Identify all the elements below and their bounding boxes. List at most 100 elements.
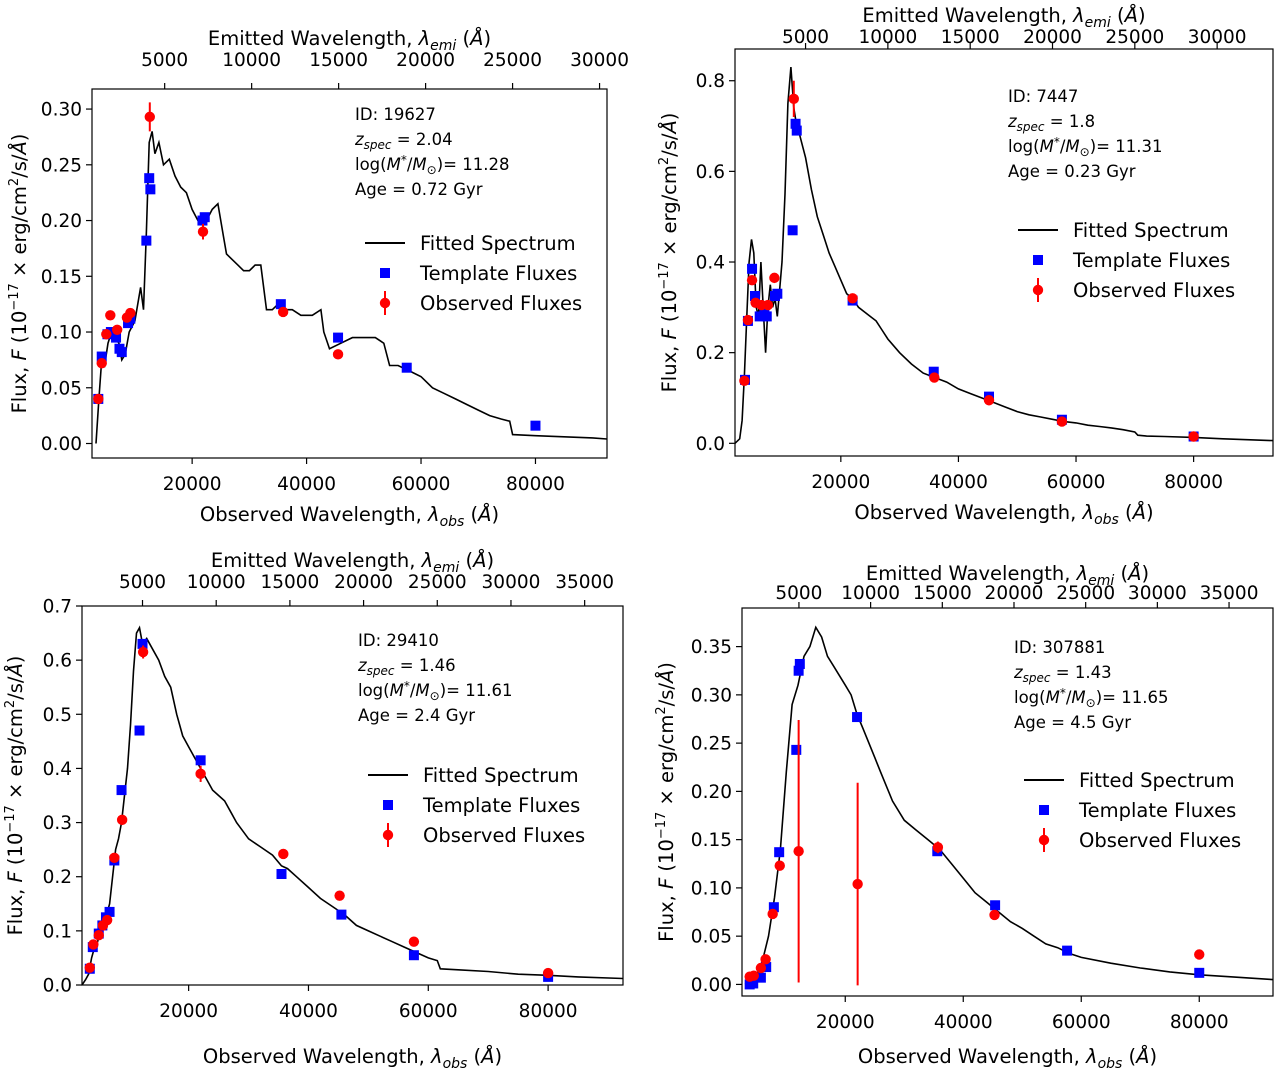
stellar-mass: log(M*/M⊙)= 11.31 (1008, 135, 1162, 159)
observed-flux-point (983, 395, 995, 406)
observed-flux-point (195, 768, 206, 780)
observed-flux-point (84, 962, 95, 973)
y-tick-label: 0.6 (43, 651, 72, 672)
observed-flux-point (277, 306, 289, 318)
legend-template-fluxes: Template Fluxes (1078, 799, 1236, 822)
x-tick-label: 40000 (929, 472, 988, 493)
top-x-tick-label: 5000 (141, 50, 188, 71)
template-flux-point (408, 950, 419, 961)
fitted-spectrum-line (744, 625, 1273, 986)
x-tick-label: 40000 (279, 1001, 338, 1022)
template-flux-point (134, 725, 145, 736)
legend-square-marker (1039, 805, 1049, 815)
observed-flux-point (101, 914, 113, 926)
age: Age = 0.72 Gyr (355, 180, 483, 199)
top-x-tick-label: 10000 (222, 50, 281, 71)
top-x-tick-label: 15000 (260, 572, 319, 593)
top-x-tick-label: 25000 (1105, 27, 1164, 48)
observed-flux-point (144, 111, 155, 123)
y-tick-label: 0.0 (43, 976, 72, 997)
template-flux-point (754, 311, 765, 322)
fitted-spectrum-line (82, 625, 623, 985)
template-flux-point (96, 351, 107, 362)
observed-flux-point (109, 852, 120, 863)
template-flux-point (145, 184, 156, 195)
top-x-tick-label: 15000 (309, 50, 368, 71)
observed-flux-point (746, 274, 758, 286)
galaxy-id: ID: 29410 (358, 631, 439, 650)
fitted-spectrum-line (95, 131, 607, 444)
y-tick-label: 0.30 (691, 685, 732, 706)
y-tick-label: 0.10 (691, 878, 732, 899)
template-flux-point (333, 332, 344, 343)
observed-flux-point (739, 375, 750, 386)
x-tick-label: 80000 (1170, 1012, 1229, 1033)
stellar-mass: log(M*/M⊙)= 11.65 (1014, 686, 1168, 710)
y-tick-label: 0.3 (43, 813, 72, 834)
chart-panel-3: 20000 40000 60000 80000 0.0 0.1 0.2 0.3 0.4 0.5 0.… (3, 549, 624, 1071)
top-x-tick-label: 10000 (858, 27, 917, 48)
template-flux-point (144, 173, 155, 184)
plot-frame (91, 88, 608, 459)
legend-fitted-spectrum: Fitted Spectrum (420, 232, 576, 255)
legend-observed-fluxes: Observed Fluxes (1073, 279, 1235, 302)
y-tick-label: 0.8 (696, 71, 725, 92)
template-flux-point (768, 902, 779, 913)
top-x-tick-label: 10000 (841, 583, 900, 604)
x-tick-label: 60000 (392, 474, 451, 495)
galaxy-id: ID: 7447 (1008, 87, 1078, 106)
template-flux-point (790, 118, 801, 129)
observed-flux-point (852, 878, 863, 890)
y-tick-label: 0.35 (691, 637, 732, 658)
observed-flux-point (755, 962, 767, 974)
top-x-tick-label: 15000 (941, 27, 1000, 48)
legend-template-fluxes: Template Fluxes (419, 262, 577, 285)
top-x-tick-label: 35000 (555, 572, 614, 593)
plot-frame (81, 605, 624, 986)
template-flux-point (772, 288, 783, 299)
legend-template-fluxes: Template Fluxes (1072, 249, 1230, 272)
galaxy-id: ID: 19627 (355, 105, 436, 124)
template-flux-point (276, 869, 287, 880)
y-tick-label: 0.20 (691, 782, 732, 803)
z-spec: zspec = 1.46 (357, 656, 456, 678)
top-x-tick-label: 25000 (483, 50, 542, 71)
y-axis-label: Flux, F (10−17 × erg/cm2/s/Å) (7, 134, 31, 414)
y-tick-label: 0.10 (41, 323, 82, 344)
legend-fitted-spectrum: Fitted Spectrum (423, 764, 579, 787)
plot-frame (741, 607, 1274, 997)
age: Age = 4.5 Gyr (1014, 713, 1131, 732)
template-flux-point (116, 347, 127, 358)
observed-flux-point (278, 848, 289, 860)
template-flux-point (990, 900, 1001, 911)
top-x-tick-label: 20000 (985, 583, 1044, 604)
chart-panel-2: 20000 40000 60000 80000 0.0 0.2 0.4 0.6 0.8 5000 1… (657, 4, 1274, 528)
top-x-tick-label: 30000 (1128, 583, 1187, 604)
stellar-mass: log(M*/M⊙)= 11.28 (355, 153, 509, 177)
stellar-mass: log(M*/M⊙)= 11.61 (358, 679, 512, 703)
y-tick-label: 0.00 (41, 434, 82, 455)
observed-flux-point (769, 272, 780, 284)
y-tick-label: 0.6 (696, 162, 725, 183)
top-x-tick-label: 5000 (775, 583, 822, 604)
observed-flux-point (88, 939, 99, 950)
observed-flux-point (793, 846, 804, 857)
top-x-tick-label: 25000 (1056, 583, 1115, 604)
y-tick-label: 0.00 (691, 975, 732, 996)
top-x-tick-label: 20000 (396, 50, 455, 71)
observed-flux-point (332, 349, 344, 360)
chart-panel-1: 20000 40000 60000 80000 0.00 0.05 0.10 0.15 0.20… (7, 27, 629, 530)
y-tick-label: 0.20 (41, 211, 82, 232)
observed-flux-point (334, 890, 345, 901)
template-flux-point (761, 962, 772, 973)
template-flux-point (747, 263, 758, 274)
legend-observed-fluxes: Observed Fluxes (1079, 829, 1241, 852)
age: Age = 2.4 Gyr (358, 706, 475, 725)
template-flux-point (530, 420, 541, 431)
top-x-tick-label: 30000 (570, 50, 629, 71)
x-axis-label: Observed Wavelength, λobs (Å) (200, 503, 499, 530)
observed-flux-point (105, 310, 116, 321)
observed-flux-point (111, 324, 123, 335)
x-tick-label: 80000 (506, 474, 565, 495)
observed-flux-point (125, 307, 136, 319)
